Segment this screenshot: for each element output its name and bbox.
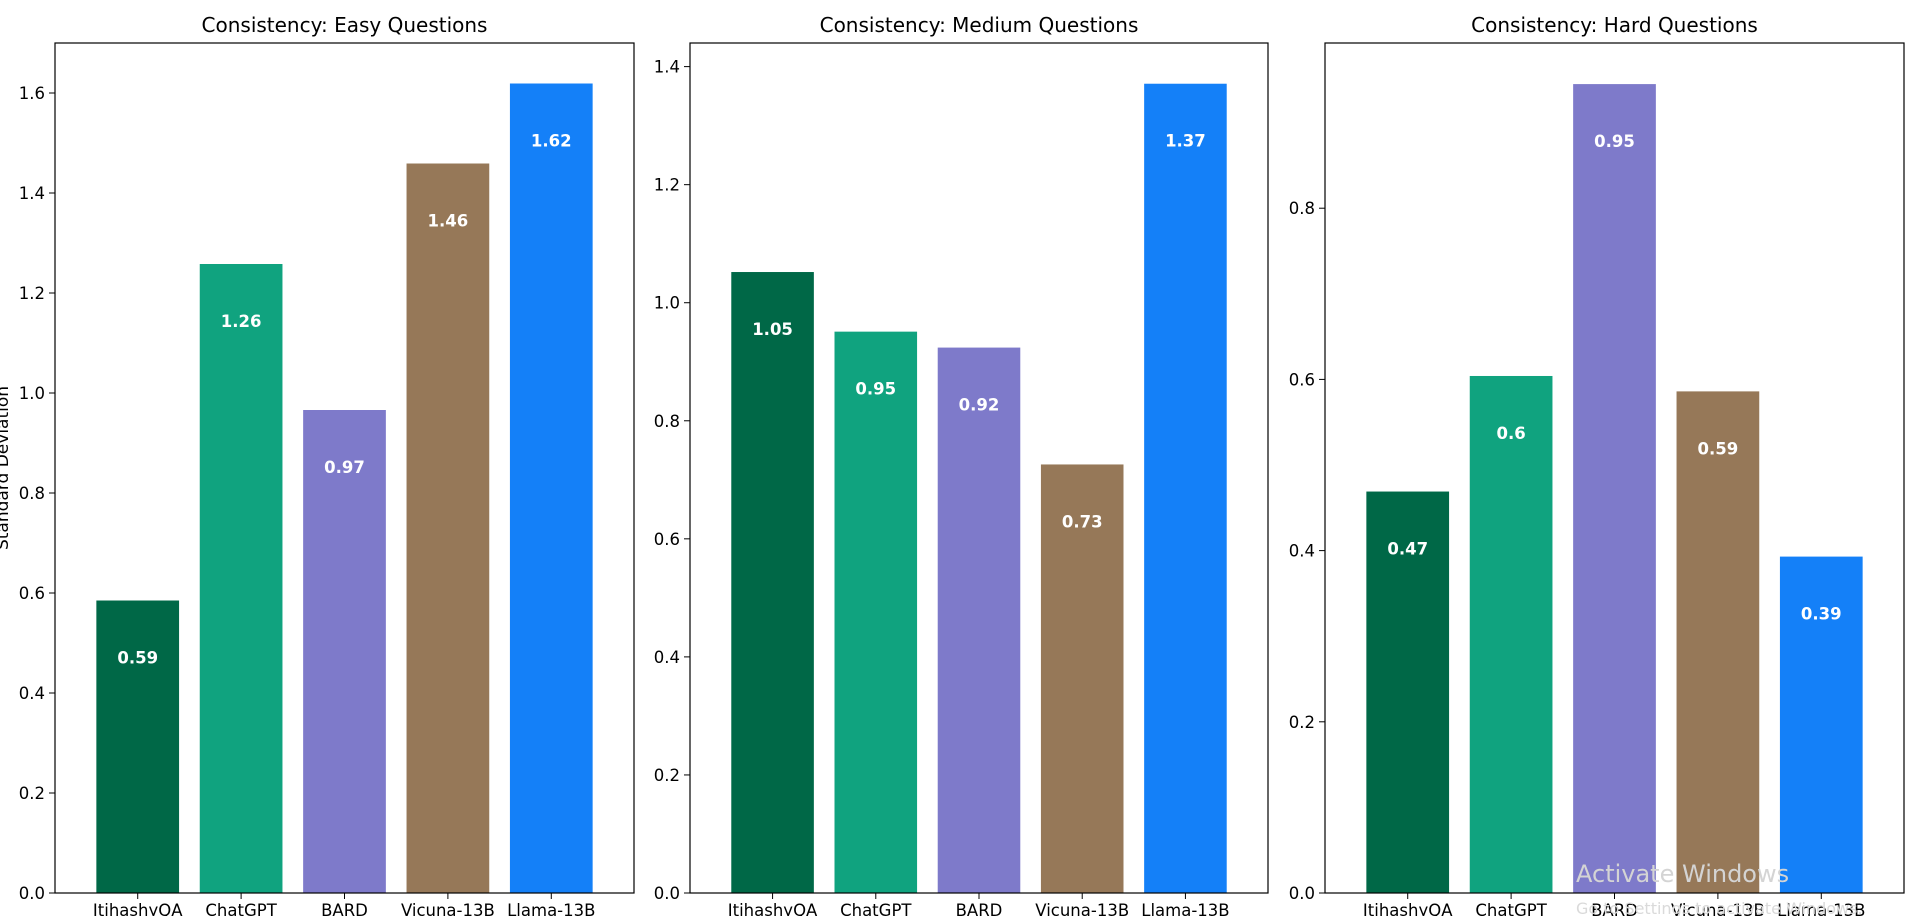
y-tick-label: 1.4 <box>19 184 45 203</box>
bar-value-label: 1.37 <box>1165 132 1206 151</box>
y-tick-label: 0.0 <box>654 884 680 903</box>
y-tick-label: 1.2 <box>19 284 45 303</box>
y-tick-label: 0.2 <box>654 766 680 785</box>
bar-value-label: 0.47 <box>1387 540 1428 559</box>
bar <box>509 83 593 893</box>
watermark-settings-hint: Go to Settings to activate Windows. <box>1576 899 1863 916</box>
y-tick-label: 0.4 <box>19 684 45 703</box>
chart-title: Consistency: Hard Questions <box>1471 13 1758 37</box>
bar <box>1366 491 1450 893</box>
bar-value-label: 0.92 <box>959 396 1000 415</box>
bar <box>1779 556 1863 893</box>
bar-value-label: 0.73 <box>1062 512 1103 531</box>
x-tick-label: BARD <box>321 901 368 916</box>
bar <box>1573 84 1656 893</box>
x-tick-label: ItihashyQA <box>728 901 818 916</box>
bar <box>937 347 1021 893</box>
y-tick-label: 0.8 <box>654 412 680 431</box>
axes-frame <box>54 42 635 894</box>
x-tick-label: BARD <box>1591 901 1638 916</box>
y-tick-label: 0.6 <box>1289 370 1315 389</box>
chart-title: Consistency: Easy Questions <box>202 13 488 37</box>
bar-value-label: 0.95 <box>855 380 896 399</box>
y-tick-label: 0.0 <box>1289 884 1315 903</box>
bar <box>303 410 386 893</box>
bar <box>406 163 490 893</box>
y-tick-label: 1.4 <box>654 58 680 77</box>
y-tick-label: 0.8 <box>1289 199 1315 218</box>
bar <box>1144 83 1227 893</box>
x-tick-label: ItihashyQA <box>1363 901 1453 916</box>
watermark-activate-windows: Activate Windows <box>1576 860 1789 888</box>
bar-value-label: 0.39 <box>1801 605 1842 624</box>
y-tick-label: 1.2 <box>654 176 680 195</box>
x-tick-label: Vicuna-13B <box>401 901 495 916</box>
bar <box>834 331 918 893</box>
bar-value-label: 0.59 <box>117 649 158 668</box>
bar-value-label: 0.59 <box>1698 439 1739 458</box>
y-tick-label: 1.0 <box>654 294 680 313</box>
x-tick-label: Llama-13B <box>507 901 595 916</box>
bar-value-label: 1.62 <box>531 132 572 151</box>
x-tick-label: BARD <box>956 901 1003 916</box>
bar <box>1040 464 1124 893</box>
y-tick-label: 0.8 <box>19 484 45 503</box>
bar-value-label: 1.26 <box>221 312 262 331</box>
x-tick-label: ChatGPT <box>840 901 912 916</box>
bar <box>1469 375 1553 894</box>
x-tick-label: Llama-13B <box>1141 901 1229 916</box>
bar-value-label: 1.05 <box>752 320 793 339</box>
y-tick-label: 0.2 <box>1289 713 1315 732</box>
x-tick-label: Vicuna-13B <box>1035 901 1129 916</box>
axes-frame <box>1324 42 1905 894</box>
x-tick-label: ItihashyQA <box>93 901 183 916</box>
y-tick-label: 0.4 <box>654 648 680 667</box>
y-tick-label: 0.2 <box>19 784 45 803</box>
y-tick-label: 0.6 <box>654 530 680 549</box>
bar-value-label: 0.97 <box>324 458 365 477</box>
bar-value-label: 1.46 <box>428 212 469 231</box>
y-tick-label: 0.0 <box>19 884 45 903</box>
bar <box>96 600 180 893</box>
x-tick-label: ChatGPT <box>205 901 277 916</box>
y-tick-label: 0.6 <box>19 584 45 603</box>
bar <box>1676 391 1760 893</box>
x-tick-label: Llama-13B <box>1777 901 1865 916</box>
bar <box>731 272 814 893</box>
y-axis-label: Standard Deviation <box>0 386 13 550</box>
y-tick-label: 0.4 <box>1289 542 1315 561</box>
axes-frame <box>689 42 1269 894</box>
chart-title: Consistency: Medium Questions <box>820 13 1139 37</box>
bar-value-label: 0.6 <box>1496 424 1525 443</box>
x-tick-label: Vicuna-13B <box>1671 901 1765 916</box>
y-tick-label: 1.6 <box>19 84 45 103</box>
bar-value-label: 0.95 <box>1594 132 1635 151</box>
x-tick-label: ChatGPT <box>1475 901 1547 916</box>
bar <box>199 264 283 893</box>
y-tick-label: 1.0 <box>19 384 45 403</box>
